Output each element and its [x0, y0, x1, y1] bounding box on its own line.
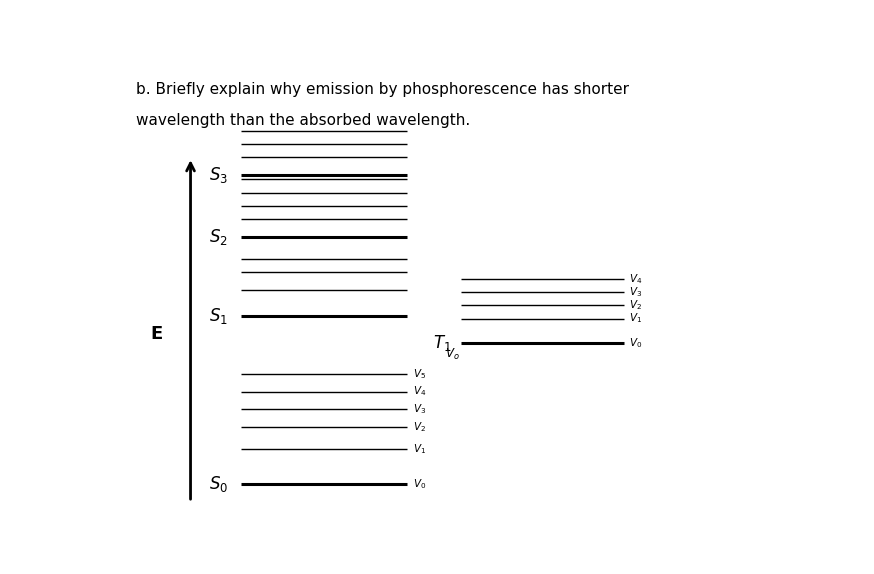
Text: $S_1$: $S_1$ — [209, 307, 228, 327]
Text: $V_1$: $V_1$ — [413, 442, 426, 456]
Text: $S_2$: $S_2$ — [209, 227, 228, 247]
Text: $V_o$: $V_o$ — [445, 346, 459, 362]
Text: $S_3$: $S_3$ — [209, 165, 228, 185]
Text: $V_5$: $V_5$ — [413, 367, 426, 381]
Text: E: E — [150, 325, 163, 343]
Text: $V_3$: $V_3$ — [413, 402, 426, 416]
Text: wavelength than the absorbed wavelength.: wavelength than the absorbed wavelength. — [136, 113, 470, 128]
Text: $V_3$: $V_3$ — [629, 285, 642, 299]
Text: $T_1$: $T_1$ — [433, 333, 451, 353]
Text: $S_0$: $S_0$ — [209, 474, 228, 494]
Text: $V_4$: $V_4$ — [413, 385, 426, 398]
Text: $V_1$: $V_1$ — [629, 312, 642, 325]
Text: b. Briefly explain why emission by phosphorescence has shorter: b. Briefly explain why emission by phosp… — [136, 82, 629, 97]
Text: $V_4$: $V_4$ — [629, 272, 642, 286]
Text: $V_2$: $V_2$ — [413, 420, 426, 434]
Text: $V_0$: $V_0$ — [629, 336, 642, 350]
Text: $V_2$: $V_2$ — [629, 298, 642, 312]
Text: $V_0$: $V_0$ — [413, 478, 426, 491]
